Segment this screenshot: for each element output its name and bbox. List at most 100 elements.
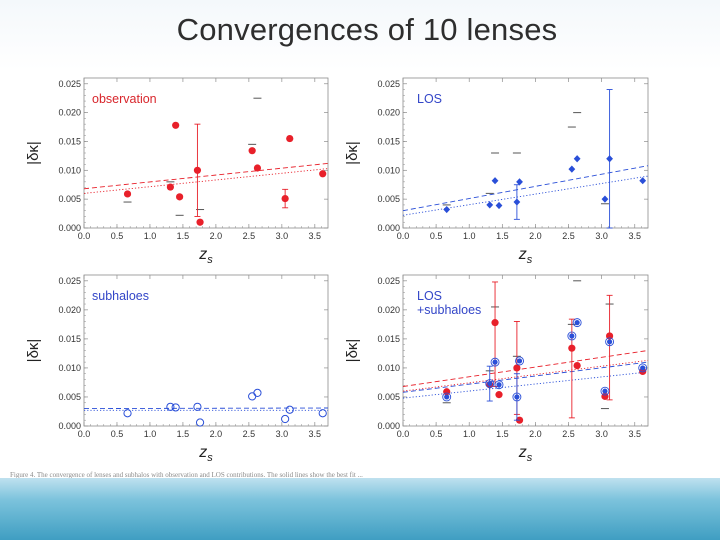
- data-point: [491, 177, 499, 185]
- y-tick-label: 0.025: [377, 79, 400, 89]
- x-tick-label: 2.5: [562, 231, 575, 241]
- data-point: [285, 405, 294, 414]
- x-tick-label: 0.5: [430, 231, 443, 241]
- panel-annotation: subhaloes: [92, 289, 149, 303]
- data-point: [639, 177, 647, 185]
- x-tick-label: 3.5: [628, 429, 641, 439]
- y-tick-label: 0.010: [377, 165, 400, 175]
- data-point: [573, 155, 581, 163]
- panel-annotation: +subhaloes: [417, 303, 481, 317]
- data-point: [495, 201, 503, 210]
- x-tick-label: 2.5: [243, 429, 256, 439]
- x-tick-label: 2.5: [562, 429, 575, 439]
- data-point: [495, 391, 503, 399]
- data-point: [491, 319, 499, 327]
- fit-line-dotted: [402, 371, 649, 399]
- x-tick-label: 0.5: [430, 429, 443, 439]
- x-tick-label: 0.5: [111, 231, 124, 241]
- data-point: [568, 165, 576, 173]
- data-point: [123, 409, 132, 418]
- fit-line-dotted: [402, 175, 649, 216]
- data-point: [248, 392, 257, 401]
- x-tick-label: 3.5: [309, 231, 322, 241]
- figure-caption: Figure 4. The convergence of lenses and …: [10, 471, 363, 479]
- data-point-ring: [490, 357, 500, 367]
- chart-panel-bottom-right: 0.0 0.5 1.0 1.5 2.0 2.5 3.0 3.5 0.000 0.005 0.010 0…: [344, 274, 649, 464]
- data-point-ring: [638, 363, 648, 373]
- y-tick-label: 0.020: [58, 108, 81, 118]
- data-point: [516, 178, 523, 186]
- convergence-figure: 0.0 0.5 1.0 1.5 2.0 2.5 3.0 3.5 0.000 0.005 0.010 0…: [25, 77, 649, 464]
- x-tick-label: 3.0: [595, 429, 608, 439]
- fit-line-dotted: [83, 168, 329, 194]
- x-tick-label: 2.5: [243, 231, 256, 241]
- y-tick-label: 0.005: [58, 392, 81, 402]
- x-tick-label: 1.5: [177, 231, 190, 241]
- y-tick-label: 0.020: [377, 305, 400, 315]
- y-tick-label: 0.025: [58, 79, 81, 89]
- data-point-ring: [605, 337, 615, 347]
- panel-annotation: LOS: [417, 289, 442, 303]
- y-tick-label: 0.015: [58, 334, 81, 344]
- data-point: [319, 170, 327, 178]
- panel-annotation: LOS: [417, 92, 442, 106]
- data-point: [248, 147, 256, 155]
- x-tick-label: 2.0: [210, 231, 223, 241]
- fit-line-dashed: [402, 350, 649, 387]
- y-axis-label: |δκ|: [344, 339, 361, 363]
- x-tick-label: 3.5: [309, 429, 322, 439]
- data-point-ring: [567, 331, 577, 341]
- data-point-ring: [515, 356, 524, 366]
- y-tick-label: 0.010: [377, 363, 400, 373]
- x-tick-label: 1.0: [144, 231, 157, 241]
- panel-annotation: observation: [92, 92, 157, 106]
- y-tick-label: 0.015: [58, 136, 81, 146]
- data-point: [606, 155, 613, 163]
- data-point: [196, 218, 204, 226]
- data-point: [166, 402, 175, 411]
- data-point-ring: [442, 392, 452, 402]
- fit-line-dashed: [402, 361, 649, 393]
- chart-panel-top-left: 0.0 0.5 1.0 1.5 2.0 2.5 3.0 3.5 0.000 0.005 0.010 0…: [25, 77, 329, 266]
- data-point: [253, 388, 262, 397]
- y-axis-label: |δκ|: [25, 141, 42, 165]
- y-tick-label: 0.015: [377, 334, 400, 344]
- x-tick-label: 1.0: [144, 429, 157, 439]
- x-tick-label: 3.0: [276, 231, 289, 241]
- x-tick-label: 0.0: [397, 429, 410, 439]
- y-tick-label: 0.005: [377, 194, 400, 204]
- data-point: [281, 194, 289, 203]
- x-axis-label: zs: [198, 444, 213, 464]
- y-tick-label: 0.000: [58, 421, 81, 431]
- y-tick-label: 0.015: [377, 136, 400, 146]
- fit-line-dashed: [83, 162, 329, 190]
- y-tick-label: 0.000: [58, 223, 81, 233]
- x-axis-label: zs: [518, 444, 533, 464]
- data-point: [318, 409, 327, 418]
- y-tick-label: 0.000: [377, 421, 400, 431]
- data-point: [492, 359, 498, 365]
- data-point-ring: [494, 380, 504, 390]
- data-point: [193, 402, 202, 411]
- data-point: [166, 183, 174, 191]
- x-tick-label: 1.5: [496, 231, 509, 241]
- y-tick-label: 0.005: [377, 392, 400, 402]
- data-point: [172, 121, 180, 129]
- x-tick-label: 0.0: [78, 429, 91, 439]
- x-tick-label: 3.0: [276, 429, 289, 439]
- fit-line-dashed: [83, 407, 329, 410]
- data-point: [444, 394, 450, 400]
- data-point: [176, 193, 184, 201]
- x-tick-label: 1.0: [463, 429, 476, 439]
- y-tick-label: 0.000: [377, 223, 400, 233]
- x-tick-label: 1.0: [463, 231, 476, 241]
- footer-band: [0, 478, 720, 540]
- fit-line-dashed: [402, 165, 649, 212]
- data-point: [516, 358, 523, 364]
- x-tick-label: 2.0: [529, 429, 542, 439]
- data-point: [193, 166, 202, 174]
- x-tick-label: 0.0: [397, 231, 410, 241]
- data-point: [640, 365, 646, 371]
- data-point-ring: [600, 386, 610, 396]
- data-point: [606, 339, 613, 345]
